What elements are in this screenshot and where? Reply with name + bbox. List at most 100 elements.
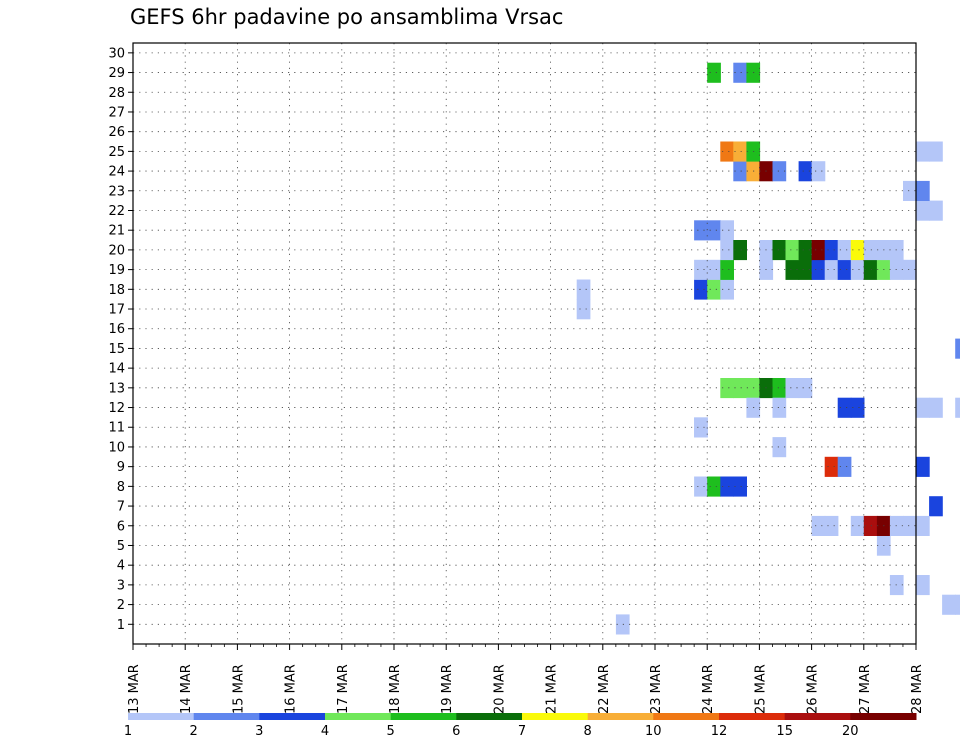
legend-swatch [784, 713, 851, 720]
y-tick-label: 19 [108, 263, 125, 278]
x-tick-label: 18 MAR [388, 664, 403, 714]
legend-swatch [128, 713, 195, 720]
precip-cell [955, 338, 960, 359]
precip-cell [903, 259, 917, 280]
x-tick-label: 28 MAR [910, 664, 925, 714]
y-tick-label: 12 [108, 401, 125, 416]
precip-cell [929, 141, 943, 162]
precip-cell [772, 240, 787, 261]
precip-cell [785, 259, 800, 280]
legend-swatch [325, 713, 392, 720]
precip-cell [863, 240, 878, 261]
precip-cell [733, 62, 747, 83]
precip-cell [850, 397, 865, 418]
precip-cell [811, 259, 826, 280]
y-tick-label: 29 [108, 66, 125, 81]
legend-label: 3 [255, 724, 263, 739]
precip-cell [811, 240, 826, 261]
y-tick-label: 1 [117, 618, 125, 633]
precip-cell [720, 476, 734, 497]
precip-cell [694, 417, 708, 438]
precip-cell [850, 515, 865, 536]
precip-cell [824, 456, 839, 477]
y-tick-label: 10 [108, 440, 125, 455]
x-tick-label: 22 MAR [597, 664, 612, 714]
y-tick-label: 23 [108, 184, 125, 199]
precip-cell [850, 240, 865, 261]
precip-cell [707, 220, 721, 241]
precip-cell [720, 141, 734, 162]
legend-swatch [850, 713, 917, 720]
precip-cell [929, 397, 943, 418]
precip-cell [707, 279, 721, 300]
precip-cell [916, 141, 930, 162]
x-tick-label: 19 MAR [440, 664, 455, 714]
legend-label: 15 [776, 724, 793, 739]
y-tick-label: 16 [108, 322, 125, 337]
precip-cell [916, 515, 930, 536]
precip-cell [903, 180, 917, 201]
precip-cell [929, 496, 943, 517]
x-tick-label: 23 MAR [649, 664, 664, 714]
x-tick-label: 17 MAR [336, 664, 351, 714]
precip-cell [798, 378, 813, 399]
legend-label: 5 [387, 724, 395, 739]
precip-cell [863, 259, 878, 280]
legend-swatch [522, 713, 589, 720]
precip-cell [824, 240, 839, 261]
x-tick-label: 21 MAR [545, 664, 560, 714]
y-tick-label: 5 [117, 539, 125, 554]
x-tick-label: 13 MAR [127, 664, 142, 714]
precip-cell [720, 240, 734, 261]
y-tick-label: 9 [117, 460, 125, 475]
x-tick-label: 16 MAR [284, 664, 299, 714]
precip-cell [916, 575, 930, 596]
precip-cell [576, 299, 591, 320]
legend-label: 1 [124, 724, 132, 739]
legend-label: 8 [584, 724, 592, 739]
precip-cell [733, 161, 747, 182]
precip-cell [694, 476, 708, 497]
precip-cell [903, 515, 917, 536]
precip-cell [733, 378, 747, 399]
y-tick-label: 21 [108, 224, 125, 239]
legend-swatch [719, 713, 786, 720]
precip-cell [720, 220, 734, 241]
legend-label: 7 [518, 724, 526, 739]
precip-cell [811, 515, 826, 536]
x-tick-label: 20 MAR [492, 664, 507, 714]
precip-cell [798, 161, 813, 182]
precip-cell [733, 476, 747, 497]
precip-cell [720, 279, 734, 300]
y-tick-label: 30 [108, 46, 125, 61]
y-tick-label: 11 [108, 421, 125, 436]
y-tick-label: 4 [117, 559, 125, 574]
legend-swatch [193, 713, 260, 720]
precip-cell [785, 240, 800, 261]
precip-cell [942, 594, 956, 615]
y-tick-label: 20 [108, 243, 125, 258]
precip-cell [798, 240, 813, 261]
precip-cell [694, 220, 708, 241]
legend-swatch [653, 713, 720, 720]
precip-cell [772, 397, 787, 418]
y-tick-label: 28 [108, 86, 125, 101]
y-tick-label: 22 [108, 204, 125, 219]
y-tick-label: 13 [108, 381, 125, 396]
precip-cell [916, 200, 930, 221]
precip-cell [955, 594, 960, 615]
precip-cell [694, 279, 708, 300]
x-tick-label: 24 MAR [701, 664, 716, 714]
precip-cell [772, 161, 787, 182]
precip-cell [837, 397, 852, 418]
chart-title: GEFS 6hr padavine po ansamblima Vrsac [130, 5, 563, 29]
precip-cell [733, 240, 747, 261]
plot-frame [132, 42, 917, 645]
precip-cell [929, 200, 943, 221]
precip-cell [707, 259, 721, 280]
precip-cell [772, 378, 787, 399]
precip-cell [916, 456, 930, 477]
x-tick-label: 26 MAR [806, 664, 821, 714]
legend-label: 6 [452, 724, 460, 739]
